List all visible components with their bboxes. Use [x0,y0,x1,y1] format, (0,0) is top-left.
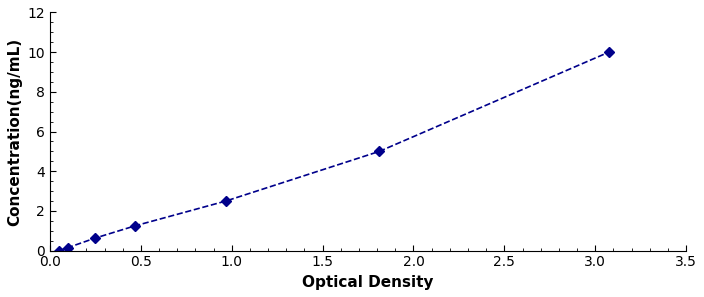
Y-axis label: Concentration(ng/mL): Concentration(ng/mL) [7,37,22,226]
X-axis label: Optical Density: Optical Density [302,275,434,290]
